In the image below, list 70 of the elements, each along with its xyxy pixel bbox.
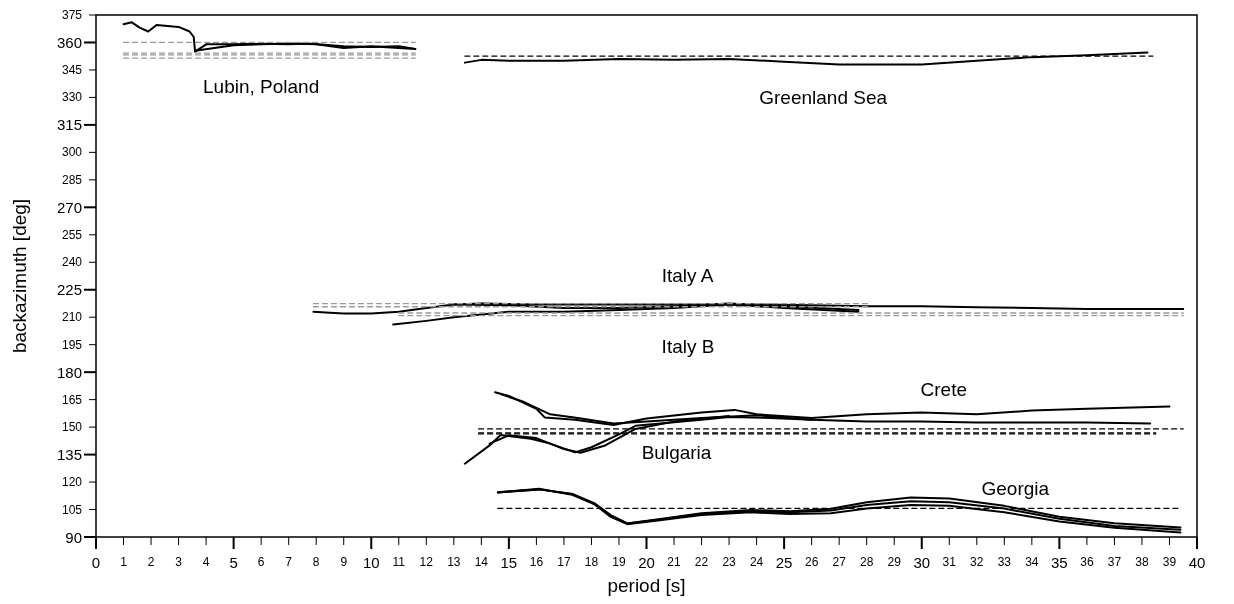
x-tick-label: 37 [1107,555,1122,569]
x-tick-label: 2 [147,555,155,569]
series-label: Italy A [661,265,714,287]
x-tick-label: 38 [1135,555,1149,569]
y-tick-label: 360 [56,33,82,51]
y-axis-title: backazimuth [deg] [9,198,30,354]
series-label: Lubin, Poland [203,76,320,98]
x-tick-label: 22 [694,555,709,569]
x-tick-label: 23 [722,555,737,569]
x-tick-label: 10 [362,553,380,571]
x-tick-label: 30 [913,553,931,571]
x-tick-label: 13 [447,555,461,569]
x-axis-title: period [s] [607,575,686,596]
x-tick-label: 0 [91,553,101,571]
x-tick-label: 34 [1025,555,1039,569]
series-label: Italy B [661,335,715,357]
y-tick-label: 210 [61,310,83,325]
series-label: Crete [920,379,967,401]
series-label: Bulgaria [641,442,712,464]
x-tick-label: 32 [970,555,984,569]
x-tick-label: 25 [775,553,793,571]
x-tick-label: 17 [557,555,571,569]
x-tick-label: 5 [229,553,238,571]
y-tick-label: 150 [61,420,83,435]
x-tick-label: 6 [257,555,265,569]
y-tick-label: 120 [61,475,83,490]
x-tick-label: 12 [419,555,434,569]
x-tick-label: 27 [832,555,847,569]
x-tick-label: 19 [612,555,626,569]
x-tick-label: 24 [749,555,764,569]
x-tick-label: 21 [667,555,682,569]
y-tick-label: 315 [56,116,82,134]
x-tick-label: 18 [584,555,599,569]
x-tick-label: 28 [860,555,874,569]
x-tick-label: 26 [804,555,819,569]
x-tick-label: 40 [1188,553,1206,571]
y-tick-label: 255 [61,227,83,242]
y-tick-label: 240 [61,255,83,270]
y-tick-label: 375 [61,8,83,22]
y-tick-label: 195 [61,337,83,352]
y-tick-label: 165 [61,392,83,407]
x-tick-label: 8 [312,555,320,569]
x-tick-label: 1 [120,555,128,569]
y-tick-label: 300 [61,145,83,160]
x-tick-label: 29 [887,555,902,569]
series-label: Greenland Sea [759,87,888,109]
y-tick-label: 135 [56,446,82,464]
y-tick-label: 285 [61,172,83,187]
y-tick-label: 105 [61,502,83,517]
y-tick-label: 225 [56,281,82,299]
x-tick-label: 39 [1162,555,1177,569]
y-tick-label: 330 [61,90,83,105]
x-tick-label: 35 [1051,553,1068,571]
x-tick-label: 14 [474,555,489,569]
x-tick-label: 4 [202,555,210,569]
x-tick-label: 20 [638,553,655,571]
x-tick-label: 36 [1080,555,1094,569]
y-tick-label: 180 [56,363,82,381]
x-tick-label: 3 [175,555,183,569]
x-tick-label: 11 [392,555,406,569]
y-tick-label: 90 [65,528,82,546]
x-tick-label: 15 [500,553,518,571]
x-tick-label: 33 [997,555,1012,569]
x-tick-label: 7 [285,555,293,569]
y-tick-label: 345 [61,62,83,77]
x-tick-label: 31 [942,555,957,569]
y-tick-label: 270 [56,198,82,216]
series-label: Georgia [981,477,1050,499]
x-tick-label: 9 [340,555,348,569]
x-tick-label: 16 [529,555,544,569]
